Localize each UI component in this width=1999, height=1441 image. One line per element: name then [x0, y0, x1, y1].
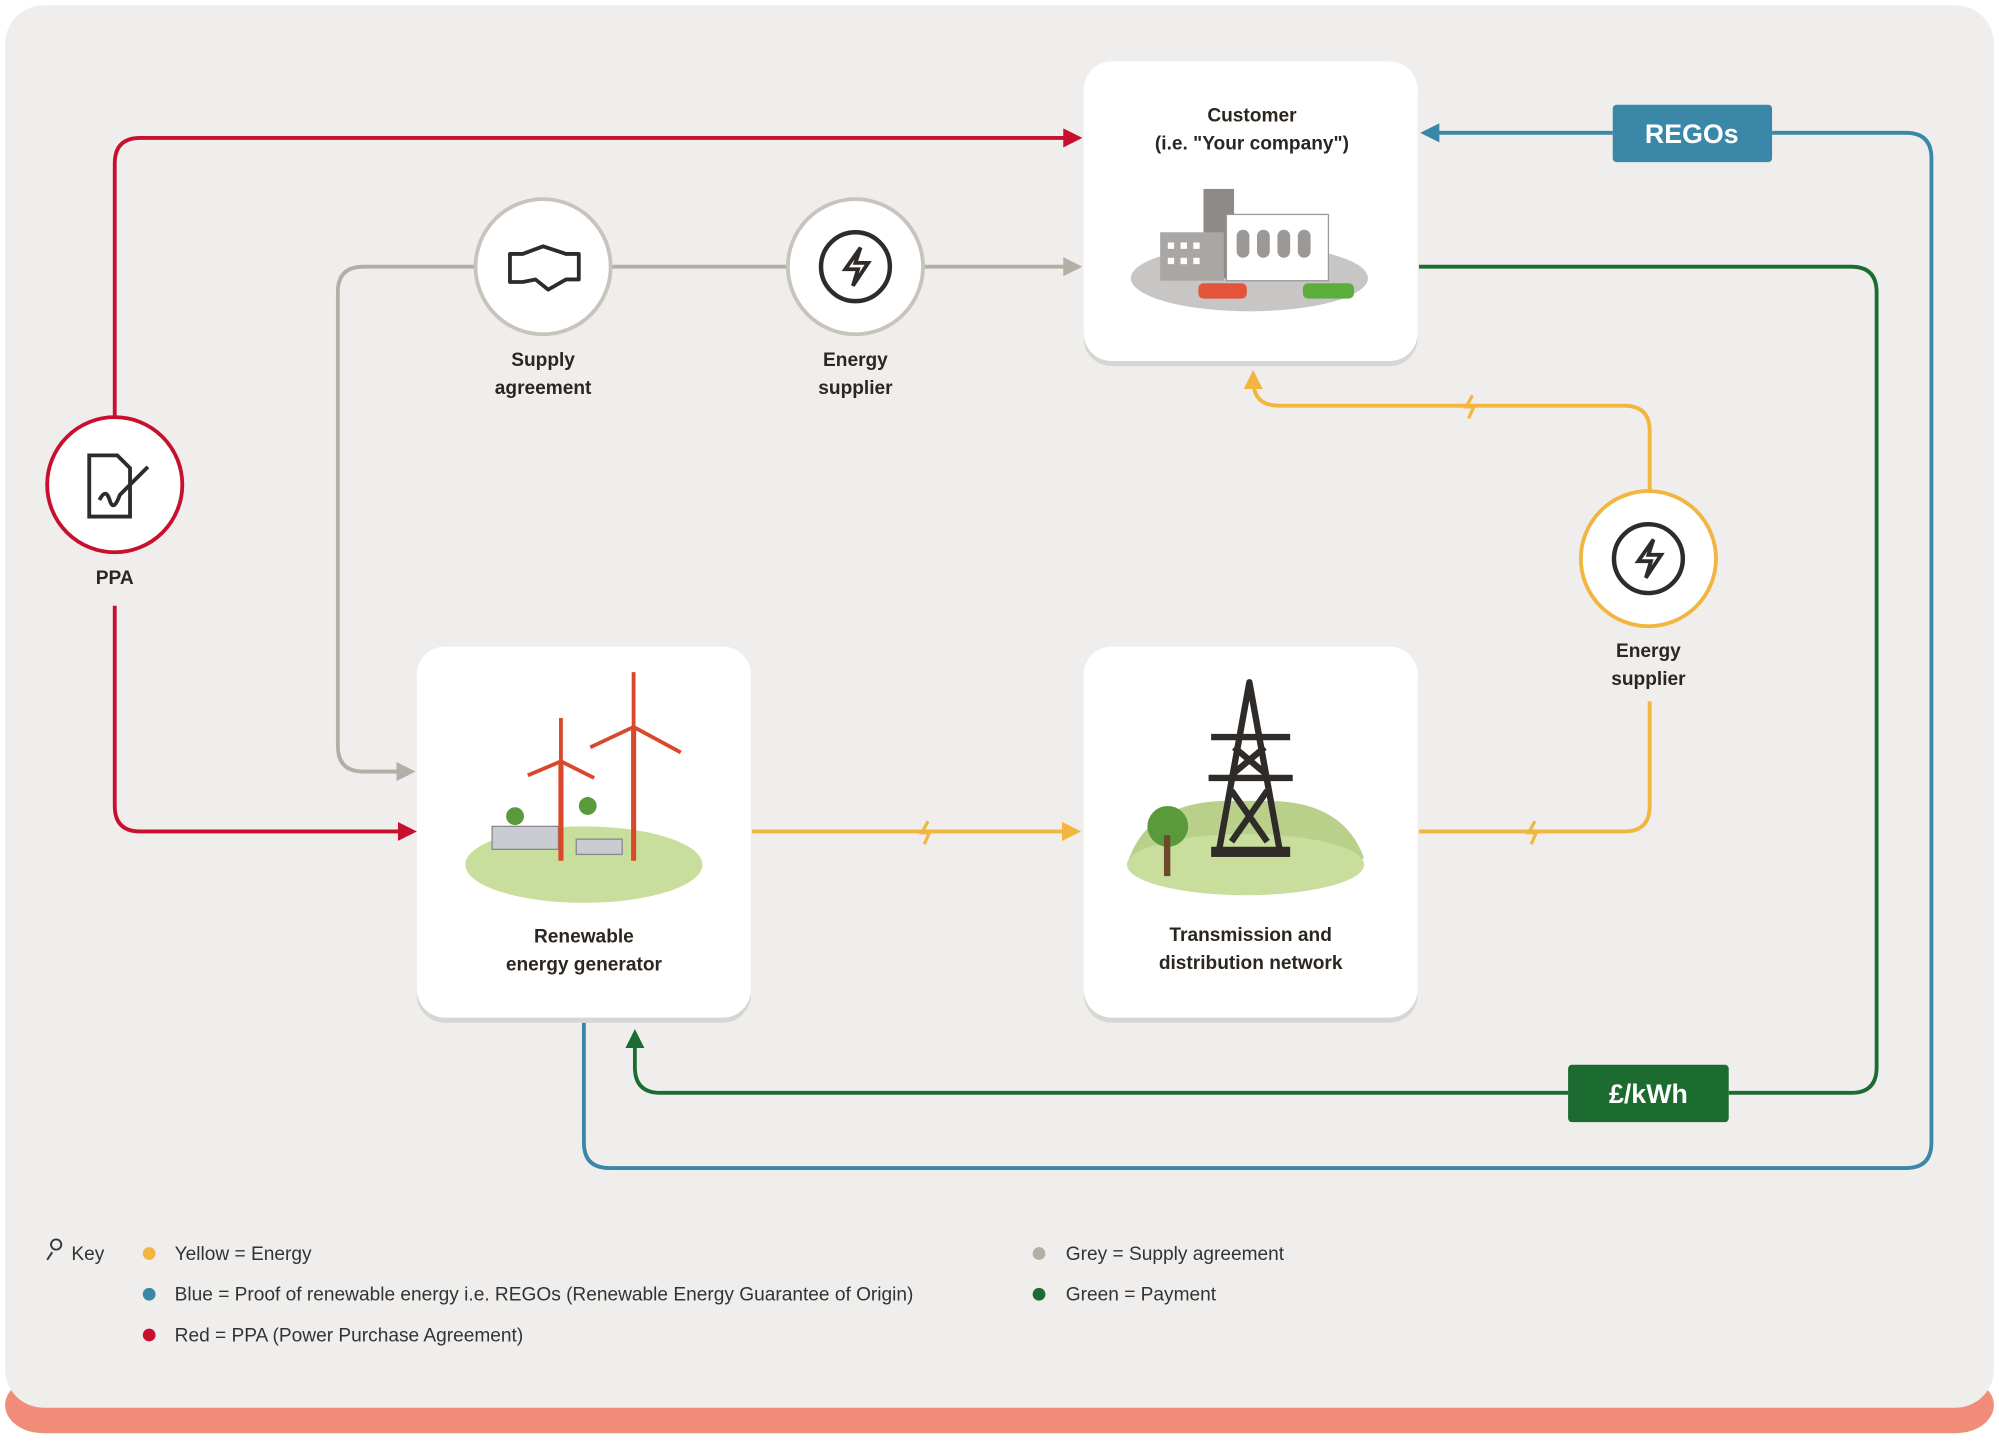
ppa-icon-part: [47, 417, 182, 552]
node-label: PPA: [96, 568, 134, 589]
key-title: Key: [71, 1244, 104, 1265]
key-part: [1033, 1288, 1046, 1301]
supply-agreement-icon: [476, 199, 611, 334]
node-label: energy generator: [506, 954, 663, 975]
customer-box-part-part: [1181, 242, 1187, 248]
generator-box-part: [506, 807, 524, 825]
customer-box-part-part: [1277, 230, 1290, 258]
key-part: [143, 1247, 156, 1260]
customer-box-part-part: [1298, 230, 1311, 258]
key-item: Red = PPA (Power Purchase Agreement): [175, 1325, 524, 1346]
node-label: Renewable: [534, 926, 634, 947]
customer-box-part-part: [1193, 242, 1199, 248]
key-item: Grey = Supply agreement: [1066, 1244, 1285, 1265]
diagram: REGOs £/kWh Customer (i.e. "Your company…: [0, 0, 1999, 1436]
node-label: Energy: [823, 350, 888, 371]
key-item: Yellow = Energy: [175, 1244, 312, 1265]
customer-box-part: [1303, 283, 1354, 298]
energy-supplier-right-icon-part: [1581, 491, 1716, 626]
payment-badge: £/kWh: [1568, 1065, 1729, 1122]
generator-box-part: [579, 797, 597, 815]
energy-supplier-right-icon: [1581, 491, 1716, 626]
customer-box-part-part: [1257, 230, 1270, 258]
generator-box-part: [576, 839, 622, 854]
key-part: [143, 1329, 156, 1342]
node-label: Customer: [1207, 105, 1297, 126]
node-label: supplier: [1611, 669, 1686, 690]
badge-label: £/kWh: [1609, 1079, 1688, 1109]
badge-label: REGOs: [1645, 119, 1739, 149]
node-label: (i.e. "Your company"): [1155, 133, 1349, 154]
node-label: Energy: [1616, 641, 1681, 662]
customer-box-part: [1198, 283, 1246, 298]
node-label: supplier: [818, 378, 893, 399]
key-part: [1033, 1247, 1046, 1260]
generator-box-part: [492, 826, 558, 849]
energy-supplier-top-icon: [788, 199, 923, 334]
node-label: Transmission and: [1169, 925, 1331, 946]
energy-supplier-top-icon-part: [788, 199, 923, 334]
customer-box-part-part: [1237, 230, 1250, 258]
node-label: Supply: [511, 350, 575, 371]
network-box-part: [1164, 835, 1170, 876]
customer-box-part-part: [1168, 242, 1174, 248]
ppa-icon: [47, 417, 182, 552]
key-item: Green = Payment: [1066, 1285, 1217, 1306]
key-part: [143, 1288, 156, 1301]
node-label: agreement: [495, 378, 592, 399]
key-item: Blue = Proof of renewable energy i.e. RE…: [175, 1285, 914, 1306]
panel: [5, 5, 1994, 1407]
supply-agreement-icon-part: [476, 199, 611, 334]
customer-box-part-part: [1181, 258, 1187, 264]
regos-badge: REGOs: [1613, 105, 1772, 162]
customer-box-part: [1160, 232, 1224, 280]
customer-box-part-part: [1193, 258, 1199, 264]
node-label: distribution network: [1159, 953, 1343, 974]
customer-box-part-part: [1168, 258, 1174, 264]
network-box-part: [1211, 847, 1290, 857]
